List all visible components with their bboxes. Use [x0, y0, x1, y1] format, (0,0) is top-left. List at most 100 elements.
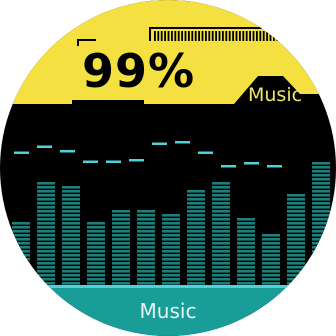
equalizer-bar-segment	[212, 246, 230, 249]
equalizer-bar	[37, 182, 55, 285]
equalizer-bar-segment	[112, 234, 130, 237]
equalizer-bar-segment	[137, 214, 155, 217]
equalizer-bar	[287, 194, 305, 285]
equalizer-bar-segment	[162, 222, 180, 225]
equalizer-bar-segment	[187, 242, 205, 245]
equalizer-bar-segment	[187, 266, 205, 269]
equalizer-bar-segment	[87, 238, 105, 241]
equalizer-bar-segment	[62, 258, 80, 261]
equalizer-bar-segment	[62, 230, 80, 233]
equalizer-bar-segment	[37, 234, 55, 237]
equalizer-bar-segment	[287, 226, 305, 229]
bracket-mark	[77, 39, 96, 46]
equalizer-bar-segment	[212, 222, 230, 225]
equalizer-bar-segment	[312, 262, 330, 265]
equalizer-bar	[62, 186, 80, 285]
header-notch-step	[144, 106, 168, 114]
equalizer-bar-segment	[87, 250, 105, 253]
battery-tick	[256, 31, 258, 41]
battery-tick	[211, 31, 214, 41]
equalizer-bar-segment	[312, 162, 330, 165]
equalizer-bar-segment	[12, 242, 30, 245]
equalizer-bar-segment	[312, 166, 330, 169]
equalizer-bar-segment	[187, 278, 205, 281]
equalizer-bar-segment	[12, 238, 30, 241]
equalizer-bar-segment	[112, 278, 130, 281]
equalizer-bar-segment	[162, 246, 180, 249]
equalizer-bar-segment	[112, 282, 130, 285]
equalizer-bar-segment	[87, 258, 105, 261]
equalizer-bar-segment	[312, 266, 330, 269]
equalizer-bar-segment	[237, 242, 255, 245]
equalizer-bar-segment	[37, 210, 55, 213]
equalizer-peak	[106, 160, 121, 163]
equalizer-bar-segment	[237, 238, 255, 241]
battery-tick	[184, 31, 187, 41]
equalizer-bar-segment	[87, 278, 105, 281]
equalizer-bar-segment	[87, 254, 105, 257]
battery-tick	[194, 31, 197, 41]
equalizer-bar-segment	[12, 246, 30, 249]
equalizer-bar-segment	[112, 242, 130, 245]
equalizer-bar-segment	[12, 266, 30, 269]
equalizer-bar-segment	[237, 250, 255, 253]
equalizer-bar-segment	[212, 258, 230, 261]
equalizer-bar-segment	[162, 282, 180, 285]
equalizer-bar-segment	[137, 270, 155, 273]
equalizer-bar-segment	[12, 282, 30, 285]
equalizer-bar-segment	[37, 226, 55, 229]
equalizer-bar-segment	[287, 250, 305, 253]
battery-tick	[201, 31, 204, 41]
equalizer-peak	[152, 142, 167, 145]
equalizer-bar-segment	[312, 210, 330, 213]
equalizer-bar-segment	[237, 218, 255, 221]
equalizer-bar-segment	[212, 206, 230, 209]
battery-tick-meter	[149, 27, 300, 41]
equalizer-bar-segment	[212, 234, 230, 237]
battery-percent: 99%	[82, 44, 196, 98]
battery-tick	[259, 31, 262, 41]
battery-tick	[273, 31, 275, 41]
equalizer-bar-segment	[137, 210, 155, 213]
equalizer-bar-segment	[137, 274, 155, 277]
equalizer-bar-segment	[212, 266, 230, 269]
equalizer-peak	[37, 145, 52, 148]
equalizer-bar-segment	[62, 250, 80, 253]
equalizer-bar-segment	[212, 274, 230, 277]
equalizer-bar-segment	[137, 258, 155, 261]
equalizer-bar-segment	[262, 262, 280, 265]
equalizer-bar-segment	[312, 278, 330, 281]
equalizer-bar-segment	[187, 238, 205, 241]
equalizer-bar-segment	[137, 254, 155, 257]
equalizer-bar-segment	[62, 190, 80, 193]
equalizer-bar-segment	[62, 186, 80, 189]
equalizer-bar-segment	[37, 262, 55, 265]
equalizer-bar-segment	[162, 238, 180, 241]
equalizer-bar-segment	[62, 218, 80, 221]
equalizer-peak	[221, 165, 236, 168]
header-panel	[0, 0, 336, 104]
equalizer-bar-segment	[137, 234, 155, 237]
equalizer-bar-segment	[312, 254, 330, 257]
battery-tick	[208, 31, 211, 41]
equalizer-bar-segment	[12, 222, 30, 225]
equalizer-bar	[137, 210, 155, 285]
equalizer-bar-segment	[237, 274, 255, 277]
equalizer-bar-segment	[237, 226, 255, 229]
music-label-top[interactable]: Music	[248, 84, 303, 106]
battery-tick	[215, 31, 217, 41]
battery-tick	[154, 31, 156, 41]
equalizer-bar-segment	[237, 246, 255, 249]
equalizer-bar-segment	[312, 226, 330, 229]
equalizer-bar-segment	[312, 174, 330, 177]
equalizer-bar-segment	[312, 178, 330, 181]
equalizer-bar-segment	[262, 278, 280, 281]
equalizer-bar-segment	[262, 266, 280, 269]
equalizer-bar-segment	[237, 270, 255, 273]
equalizer-bar-segment	[37, 198, 55, 201]
equalizer-bar-segment	[262, 242, 280, 245]
equalizer-bar-segment	[287, 234, 305, 237]
equalizer-bar-segment	[287, 198, 305, 201]
equalizer-bar-segment	[112, 226, 130, 229]
music-label-bottom[interactable]: Music	[139, 299, 197, 323]
